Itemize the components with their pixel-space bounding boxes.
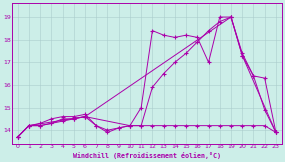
X-axis label: Windchill (Refroidissement éolien,°C): Windchill (Refroidissement éolien,°C) [73, 151, 221, 159]
